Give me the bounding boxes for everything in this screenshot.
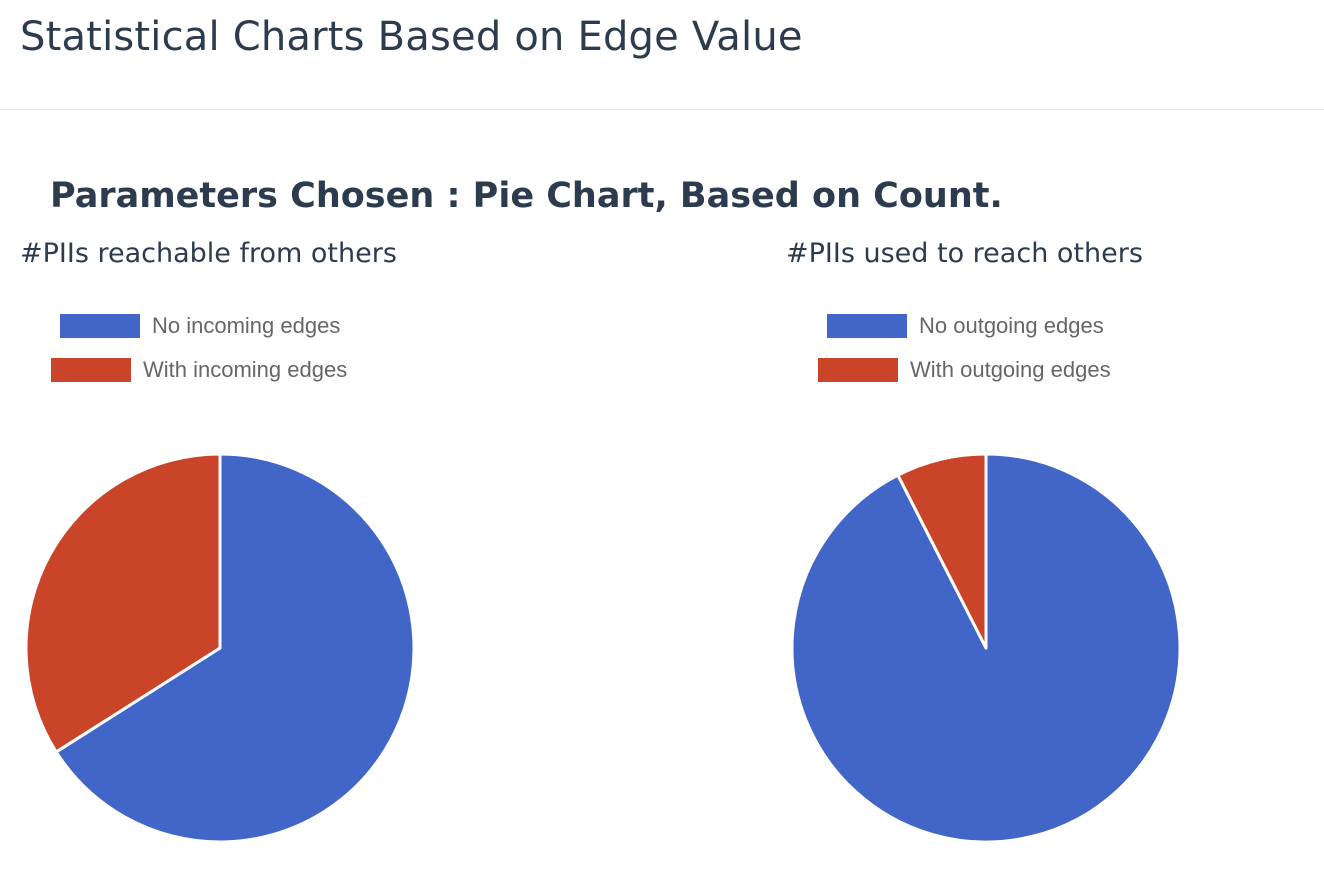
legend-label: No outgoing edges <box>919 313 1104 338</box>
legend-item[interactable]: No incoming edges <box>60 313 341 338</box>
page-header: Statistical Charts Based on Edge Value <box>0 0 1324 110</box>
chart-title: #PIIs reachable from others <box>20 238 397 269</box>
chart-panel-outgoing: #PIIs used to reach others No outgoing e… <box>766 230 1324 870</box>
legend-label: With outgoing edges <box>910 357 1111 382</box>
pie-chart <box>790 452 1182 844</box>
pie-slice-with-incoming-edges[interactable] <box>24 452 222 754</box>
legend-label: No incoming edges <box>152 313 341 338</box>
page-title: Statistical Charts Based on Edge Value <box>20 14 803 60</box>
chart-title: #PIIs used to reach others <box>786 238 1143 269</box>
legend-item[interactable]: With outgoing edges <box>818 357 1111 382</box>
legend-swatch <box>827 314 907 338</box>
legend-label: With incoming edges <box>143 357 348 382</box>
pie-slice-with-outgoing-edges[interactable] <box>896 452 988 650</box>
legend-item[interactable]: With incoming edges <box>51 357 348 382</box>
chart-panel-incoming: #PIIs reachable from others No incoming … <box>0 230 640 870</box>
legend-swatch <box>818 358 898 382</box>
legend-swatch <box>51 358 131 382</box>
legend-swatch <box>60 314 140 338</box>
legend-item[interactable]: No outgoing edges <box>827 313 1104 338</box>
pie-chart <box>24 452 416 844</box>
parameters-heading: Parameters Chosen : Pie Chart, Based on … <box>50 176 1003 216</box>
pie-slice-no-incoming-edges[interactable] <box>54 452 416 844</box>
